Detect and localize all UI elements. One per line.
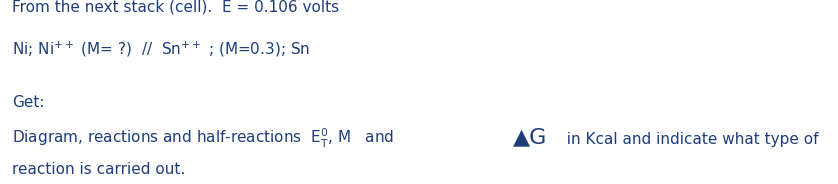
Text: ▲G: ▲G (513, 128, 547, 148)
Text: Get:: Get: (12, 95, 44, 110)
Text: From the next stack (cell).  E = 0.106 volts: From the next stack (cell). E = 0.106 vo… (12, 0, 339, 15)
Text: Ni; Ni$^{++}$ (M= ?)  //  Sn$^{++}$ ; (M=0.3); Sn: Ni; Ni$^{++}$ (M= ?) // Sn$^{++}$ ; (M=0… (12, 40, 310, 59)
Text: Diagram, reactions and half-reactions  $\mathrm{E^0_T}$, M   and: Diagram, reactions and half-reactions $\… (12, 127, 401, 150)
Text: reaction is carried out.: reaction is carried out. (12, 162, 185, 177)
Text: in Kcal and indicate what type of: in Kcal and indicate what type of (557, 132, 819, 146)
